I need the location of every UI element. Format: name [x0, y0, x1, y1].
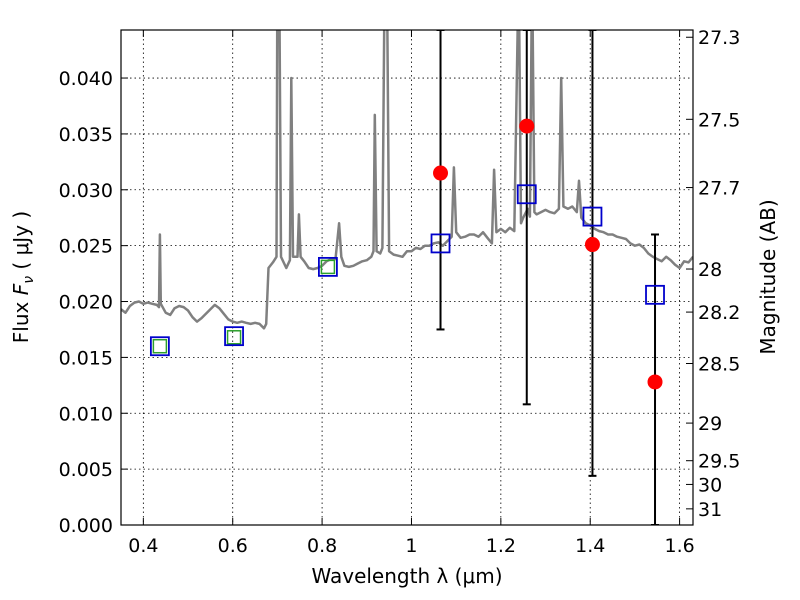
y-axis-label-symbol: F	[9, 283, 33, 295]
y2-tick-label: 28.2	[698, 302, 740, 324]
y2-tick-label: 27.5	[698, 109, 740, 131]
model-point-marker	[430, 233, 451, 254]
x-tick-label: 0.8	[307, 535, 337, 557]
model-point-marker	[582, 206, 603, 227]
model-point-marker	[224, 326, 244, 347]
y2-tick-label: 28.5	[698, 353, 740, 375]
y-tick-label: 0.040	[59, 68, 113, 90]
y2-tick-label: 28	[698, 259, 722, 281]
y2-tick-label: 27.7	[698, 178, 740, 200]
model-inner-marker	[320, 259, 336, 275]
model-point-marker	[149, 336, 170, 357]
model-inner-marker	[226, 330, 242, 345]
observed-point	[519, 118, 535, 134]
y-tick-label: 0.000	[59, 515, 113, 537]
axis-ticks	[121, 30, 693, 526]
y2-tick-label: 30	[698, 474, 722, 496]
model-point-marker	[645, 284, 665, 305]
observed-point	[647, 374, 663, 390]
y-axis-label-prefix: Flux	[9, 295, 33, 343]
model-point-marker	[318, 256, 338, 277]
x-tick-label: 0.4	[128, 535, 158, 557]
observed-point	[584, 237, 600, 253]
plot-area	[121, 30, 693, 525]
y-tick-label: 0.020	[59, 292, 113, 314]
x-tick-label: 1.2	[486, 535, 516, 557]
x-tick-label: 1	[405, 535, 417, 557]
x-tick-label: 1.4	[575, 535, 605, 557]
y-axis-label: Flux Fν ( μJy )	[9, 211, 37, 343]
x-axis-label: Wavelength λ (μm)	[311, 564, 502, 588]
grid	[121, 30, 693, 526]
y2-tick-label: 29	[698, 413, 722, 435]
model-point-marker	[516, 184, 537, 205]
y2-tick-label: 31	[698, 499, 722, 521]
observed-point	[433, 165, 449, 181]
y-tick-label: 0.035	[59, 124, 113, 146]
y-tick-label: 0.030	[59, 180, 113, 202]
y-tick-label: 0.025	[59, 236, 113, 258]
y-tick-label: 0.005	[59, 459, 113, 481]
y-axis-label-subscript: ν	[21, 276, 37, 284]
plot-frame	[120, 29, 694, 526]
y-axis-label-suffix: ( μJy )	[9, 211, 33, 276]
y2-tick-label: 29.5	[698, 451, 740, 473]
y2-tick-label: 27.3	[698, 27, 740, 49]
x-tick-label: 1.6	[664, 535, 694, 557]
axis-labels: 0.4 0.6 0.8 1 1.2 1.4 1.6 0.000 0.005 0.010 0.015 0…	[59, 27, 741, 557]
y-tick-label: 0.010	[59, 403, 113, 425]
model-inner-marker	[152, 338, 168, 354]
y-tick-label: 0.015	[59, 347, 113, 369]
y2-axis-label: Magnitude (AB)	[756, 199, 780, 354]
x-tick-label: 0.6	[218, 535, 248, 557]
